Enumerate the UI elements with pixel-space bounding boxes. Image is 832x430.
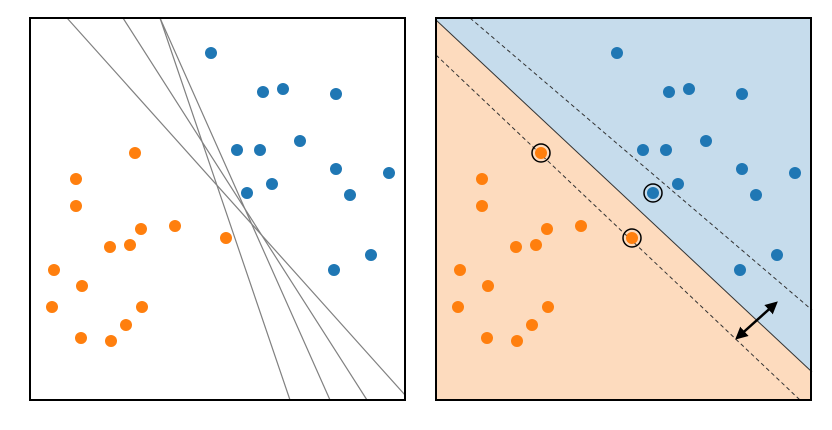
- point: [637, 144, 649, 156]
- point: [205, 47, 217, 59]
- point: [611, 47, 623, 59]
- point: [541, 223, 553, 235]
- point: [136, 301, 148, 313]
- candidate-line: [66, 17, 406, 396]
- point: [257, 86, 269, 98]
- point: [771, 249, 783, 261]
- point: [383, 167, 395, 179]
- point: [510, 241, 522, 253]
- point: [482, 280, 494, 292]
- point: [454, 264, 466, 276]
- support-vector: [643, 183, 663, 203]
- point: [105, 335, 117, 347]
- point: [76, 280, 88, 292]
- point: [511, 335, 523, 347]
- point: [294, 135, 306, 147]
- point: [476, 173, 488, 185]
- panel: [29, 17, 406, 401]
- point: [660, 144, 672, 156]
- panel-frame: [29, 17, 406, 401]
- margin-arrow: [735, 301, 778, 340]
- point: [135, 223, 147, 235]
- point: [277, 83, 289, 95]
- point: [626, 232, 638, 244]
- point: [789, 167, 801, 179]
- point: [231, 144, 243, 156]
- point: [70, 200, 82, 212]
- point: [542, 301, 554, 313]
- point: [104, 241, 116, 253]
- point: [647, 187, 659, 199]
- point: [241, 187, 253, 199]
- point: [344, 189, 356, 201]
- point: [330, 88, 342, 100]
- point: [750, 189, 762, 201]
- point: [526, 319, 538, 331]
- point: [663, 86, 675, 98]
- point: [535, 147, 547, 159]
- point: [124, 239, 136, 251]
- point: [700, 135, 712, 147]
- point: [530, 239, 542, 251]
- point: [75, 332, 87, 344]
- region: [436, 20, 811, 400]
- point: [46, 301, 58, 313]
- point: [452, 301, 464, 313]
- point: [476, 200, 488, 212]
- point: [683, 83, 695, 95]
- point: [254, 144, 266, 156]
- point: [330, 163, 342, 175]
- point: [169, 220, 181, 232]
- support-vector: [622, 228, 642, 248]
- panel: [435, 17, 813, 401]
- candidate-line: [159, 17, 331, 401]
- point: [736, 88, 748, 100]
- point: [734, 264, 746, 276]
- point: [481, 332, 493, 344]
- support-vector: [531, 143, 551, 163]
- point: [575, 220, 587, 232]
- point: [220, 232, 232, 244]
- point: [365, 249, 377, 261]
- point: [120, 319, 132, 331]
- regions: [436, 18, 811, 400]
- point: [48, 264, 60, 276]
- candidate-line: [159, 17, 291, 401]
- panel-frame: [435, 17, 812, 401]
- point: [70, 173, 82, 185]
- point: [129, 147, 141, 159]
- point: [328, 264, 340, 276]
- margin-line: [469, 17, 813, 311]
- point: [736, 163, 748, 175]
- point: [266, 178, 278, 190]
- point: [672, 178, 684, 190]
